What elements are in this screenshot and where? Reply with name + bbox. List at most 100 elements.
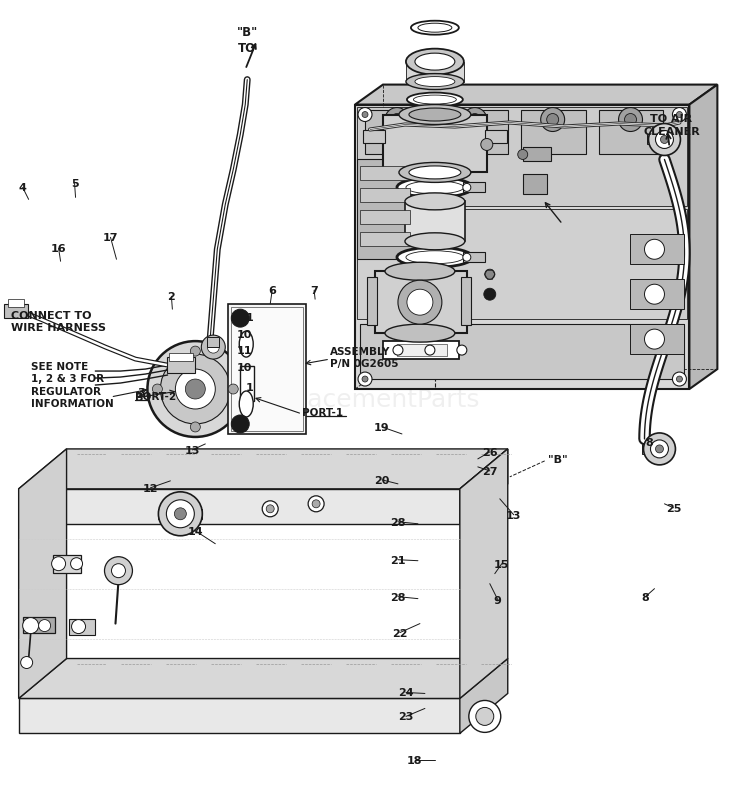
Text: TO: TO: [238, 42, 256, 55]
Circle shape: [476, 707, 494, 726]
Circle shape: [385, 108, 409, 132]
Bar: [158, 509, 203, 519]
Circle shape: [393, 346, 403, 355]
Bar: [463, 253, 484, 263]
Circle shape: [190, 346, 200, 357]
Circle shape: [644, 285, 664, 305]
Bar: [365, 111, 430, 156]
Bar: [240, 367, 254, 402]
Ellipse shape: [411, 22, 459, 35]
Ellipse shape: [405, 193, 465, 211]
Circle shape: [112, 564, 125, 578]
Bar: [8, 300, 24, 308]
Text: 25: 25: [666, 503, 681, 513]
Circle shape: [262, 501, 278, 517]
Circle shape: [152, 384, 163, 395]
Text: CONNECT TO
WIRE HARNESS: CONNECT TO WIRE HARNESS: [10, 310, 106, 333]
Bar: [523, 148, 550, 162]
Circle shape: [104, 557, 133, 585]
Text: 21: 21: [390, 555, 406, 565]
Ellipse shape: [415, 54, 454, 71]
Circle shape: [661, 136, 668, 144]
Text: 5: 5: [70, 179, 78, 189]
Text: ASSEMBLY
P/N 0G2605: ASSEMBLY P/N 0G2605: [330, 346, 398, 369]
Circle shape: [673, 108, 686, 123]
Text: SEE NOTE
1, 2 & 3 FOR
REGULATOR
INFORMATION: SEE NOTE 1, 2 & 3 FOR REGULATOR INFORMAT…: [31, 362, 113, 409]
Text: 3: 3: [137, 387, 145, 398]
Text: 15: 15: [494, 559, 509, 569]
Bar: [629, 280, 685, 310]
Text: 24: 24: [398, 687, 414, 698]
Text: 20: 20: [374, 476, 390, 485]
Bar: [484, 131, 507, 144]
Ellipse shape: [385, 325, 454, 342]
Circle shape: [398, 281, 442, 325]
Circle shape: [463, 254, 471, 262]
Ellipse shape: [409, 109, 460, 122]
Polygon shape: [355, 86, 717, 105]
Bar: [383, 115, 487, 173]
Bar: [167, 358, 195, 374]
Circle shape: [673, 373, 686, 387]
Bar: [360, 168, 410, 181]
Ellipse shape: [407, 94, 463, 107]
Circle shape: [266, 505, 274, 513]
Circle shape: [201, 336, 225, 359]
Bar: [360, 189, 410, 203]
Circle shape: [644, 433, 676, 465]
Ellipse shape: [399, 164, 471, 183]
Bar: [629, 325, 685, 354]
Text: 18: 18: [407, 755, 423, 765]
Ellipse shape: [406, 50, 464, 75]
Circle shape: [656, 445, 664, 453]
Ellipse shape: [239, 332, 254, 358]
Bar: [231, 308, 303, 431]
Polygon shape: [19, 699, 460, 734]
Ellipse shape: [418, 24, 452, 33]
Text: 27: 27: [482, 466, 497, 476]
Bar: [641, 444, 659, 455]
Bar: [357, 160, 417, 260]
Circle shape: [207, 342, 219, 354]
Circle shape: [22, 618, 38, 634]
Polygon shape: [689, 86, 717, 390]
Text: 23: 23: [398, 711, 414, 722]
Text: TO AIR
CLEANER: TO AIR CLEANER: [643, 114, 700, 136]
Bar: [383, 342, 459, 359]
Circle shape: [231, 415, 249, 433]
Circle shape: [158, 492, 203, 536]
Ellipse shape: [406, 182, 464, 195]
Text: 8: 8: [641, 592, 650, 602]
Circle shape: [547, 115, 559, 127]
Text: "B": "B": [236, 26, 258, 39]
Circle shape: [358, 373, 372, 387]
Ellipse shape: [385, 263, 454, 281]
Bar: [598, 111, 664, 156]
Text: 17: 17: [103, 233, 118, 243]
Text: PORT-1: PORT-1: [302, 407, 344, 418]
Text: 28: 28: [390, 592, 406, 602]
Text: 28: 28: [390, 517, 406, 527]
Circle shape: [425, 346, 435, 355]
Bar: [357, 107, 688, 207]
Text: 26: 26: [482, 448, 497, 457]
Circle shape: [463, 108, 487, 132]
Bar: [629, 235, 685, 265]
Bar: [406, 63, 464, 83]
Ellipse shape: [413, 96, 456, 105]
Circle shape: [70, 558, 82, 570]
Text: 22: 22: [392, 628, 408, 638]
Circle shape: [148, 342, 243, 437]
Ellipse shape: [415, 78, 454, 87]
Text: 6: 6: [268, 286, 276, 296]
Circle shape: [231, 310, 249, 328]
Text: 7: 7: [310, 286, 318, 296]
Bar: [4, 305, 28, 318]
Bar: [170, 354, 194, 362]
Ellipse shape: [406, 75, 464, 91]
Text: 4: 4: [19, 183, 26, 193]
Circle shape: [190, 423, 200, 432]
Text: 1: 1: [245, 313, 253, 322]
Circle shape: [676, 377, 682, 383]
Circle shape: [676, 112, 682, 119]
